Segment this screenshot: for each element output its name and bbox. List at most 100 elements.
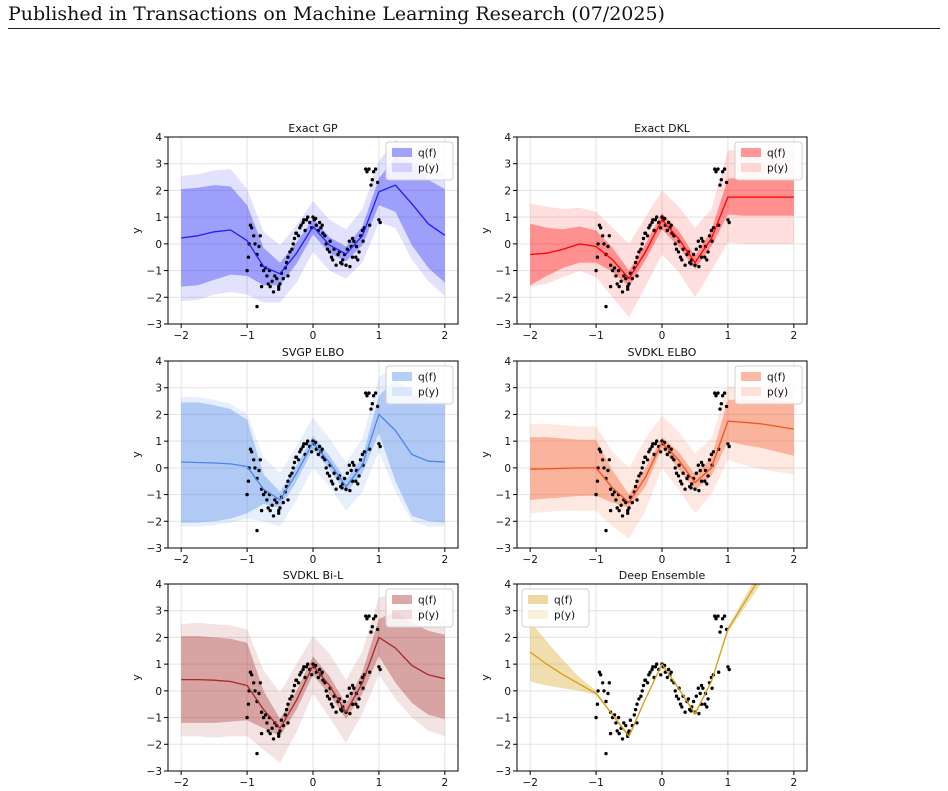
p-y-band: [181, 139, 445, 303]
observation-point: [595, 479, 600, 483]
x-tick-label: −2: [173, 777, 188, 789]
observation-point: [678, 702, 683, 706]
observation-point: [331, 482, 335, 486]
observation-point: [635, 721, 639, 725]
observation-point: [635, 479, 639, 483]
observation-point: [703, 479, 707, 483]
observation-point: [278, 282, 282, 286]
observation-point: [615, 282, 619, 286]
observation-point: [255, 304, 259, 309]
y-tick-label: 2: [155, 185, 162, 197]
observation-point: [663, 670, 667, 674]
observation-point: [259, 284, 264, 289]
observation-point: [266, 506, 270, 510]
x-tick-label: 2: [441, 554, 448, 566]
x-tick-label: 0: [310, 330, 317, 342]
observation-point: [630, 500, 634, 505]
observation-point: [319, 226, 323, 230]
legend: q(f) p(y): [385, 141, 454, 181]
y-axis-label: y: [479, 674, 492, 681]
y-tick-label: 2: [504, 632, 511, 644]
observation-point: [645, 458, 650, 462]
observation-point: [317, 220, 322, 225]
observation-point: [281, 500, 285, 505]
observation-point: [327, 697, 332, 701]
observation-point: [325, 247, 330, 251]
observation-point: [271, 290, 276, 294]
observation-point: [601, 458, 605, 462]
x-tick-label: −1: [588, 777, 603, 789]
observation-point: [639, 247, 643, 251]
y-tick-label: 4: [155, 579, 162, 591]
observation-point: [278, 506, 282, 510]
observation-point: [313, 440, 318, 445]
observation-point: [248, 223, 253, 227]
observation-point: [270, 503, 274, 507]
observation-point: [693, 263, 697, 267]
observation-point: [275, 500, 279, 505]
observation-point: [722, 614, 727, 618]
observation-point: [252, 458, 256, 462]
observation-point: [716, 391, 720, 395]
observation-point: [597, 223, 602, 227]
observation-point: [329, 255, 334, 259]
observation-point: [699, 479, 704, 483]
observation-point: [350, 236, 355, 241]
observation-point: [311, 439, 315, 443]
x-tick-label: −2: [522, 777, 537, 789]
y-tick-label: 2: [155, 632, 162, 644]
observation-point: [273, 274, 277, 278]
observation-point: [356, 482, 360, 486]
observation-point: [665, 228, 669, 233]
observation-point: [294, 678, 298, 682]
observation-point: [690, 482, 694, 486]
observation-point: [595, 255, 600, 259]
y-tick-label: 0: [504, 239, 511, 251]
observation-point: [362, 450, 367, 454]
observation-point: [710, 686, 714, 690]
observation-point: [717, 670, 721, 674]
observation-point: [617, 508, 621, 513]
observation-point: [653, 218, 658, 222]
y-tick-label: 3: [155, 606, 162, 618]
y-tick-label: −3: [147, 543, 162, 555]
observation-point: [627, 506, 631, 510]
observation-point: [660, 215, 664, 219]
observation-point: [696, 686, 700, 690]
observation-point: [265, 721, 269, 725]
observation-point: [348, 711, 352, 716]
panel-title: Exact DKL: [634, 122, 691, 135]
observation-point: [369, 630, 373, 634]
x-tick-label: −2: [522, 554, 537, 566]
observation-point: [283, 713, 287, 717]
y-tick-label: 0: [155, 463, 162, 475]
observation-point: [615, 506, 619, 510]
observation-point: [328, 239, 332, 243]
observation-point: [352, 239, 356, 243]
x-tick-label: −1: [239, 330, 254, 342]
mean-line: [530, 420, 794, 504]
observation-point: [350, 460, 355, 465]
observation-point: [334, 263, 338, 267]
legend-swatch: [741, 372, 761, 381]
observation-point: [647, 673, 651, 677]
observation-point: [298, 226, 302, 230]
observation-point: [364, 614, 368, 618]
observation-point: [722, 391, 727, 395]
observation-point: [724, 404, 729, 409]
observation-point: [647, 226, 651, 230]
legend: q(f) p(y): [385, 365, 454, 405]
observation-point: [703, 702, 707, 706]
y-tick-label: 4: [155, 356, 162, 368]
x-tick-label: 2: [441, 777, 448, 789]
observation-point: [691, 252, 696, 257]
x-tick-label: 1: [725, 777, 732, 789]
observation-point: [696, 463, 700, 467]
observation-point: [261, 492, 266, 497]
y-tick-label: 1: [155, 436, 162, 448]
observation-point: [306, 662, 310, 666]
observation-point: [344, 487, 348, 491]
observation-point: [320, 447, 324, 451]
observation-point: [635, 255, 639, 259]
observation-point: [342, 476, 347, 481]
